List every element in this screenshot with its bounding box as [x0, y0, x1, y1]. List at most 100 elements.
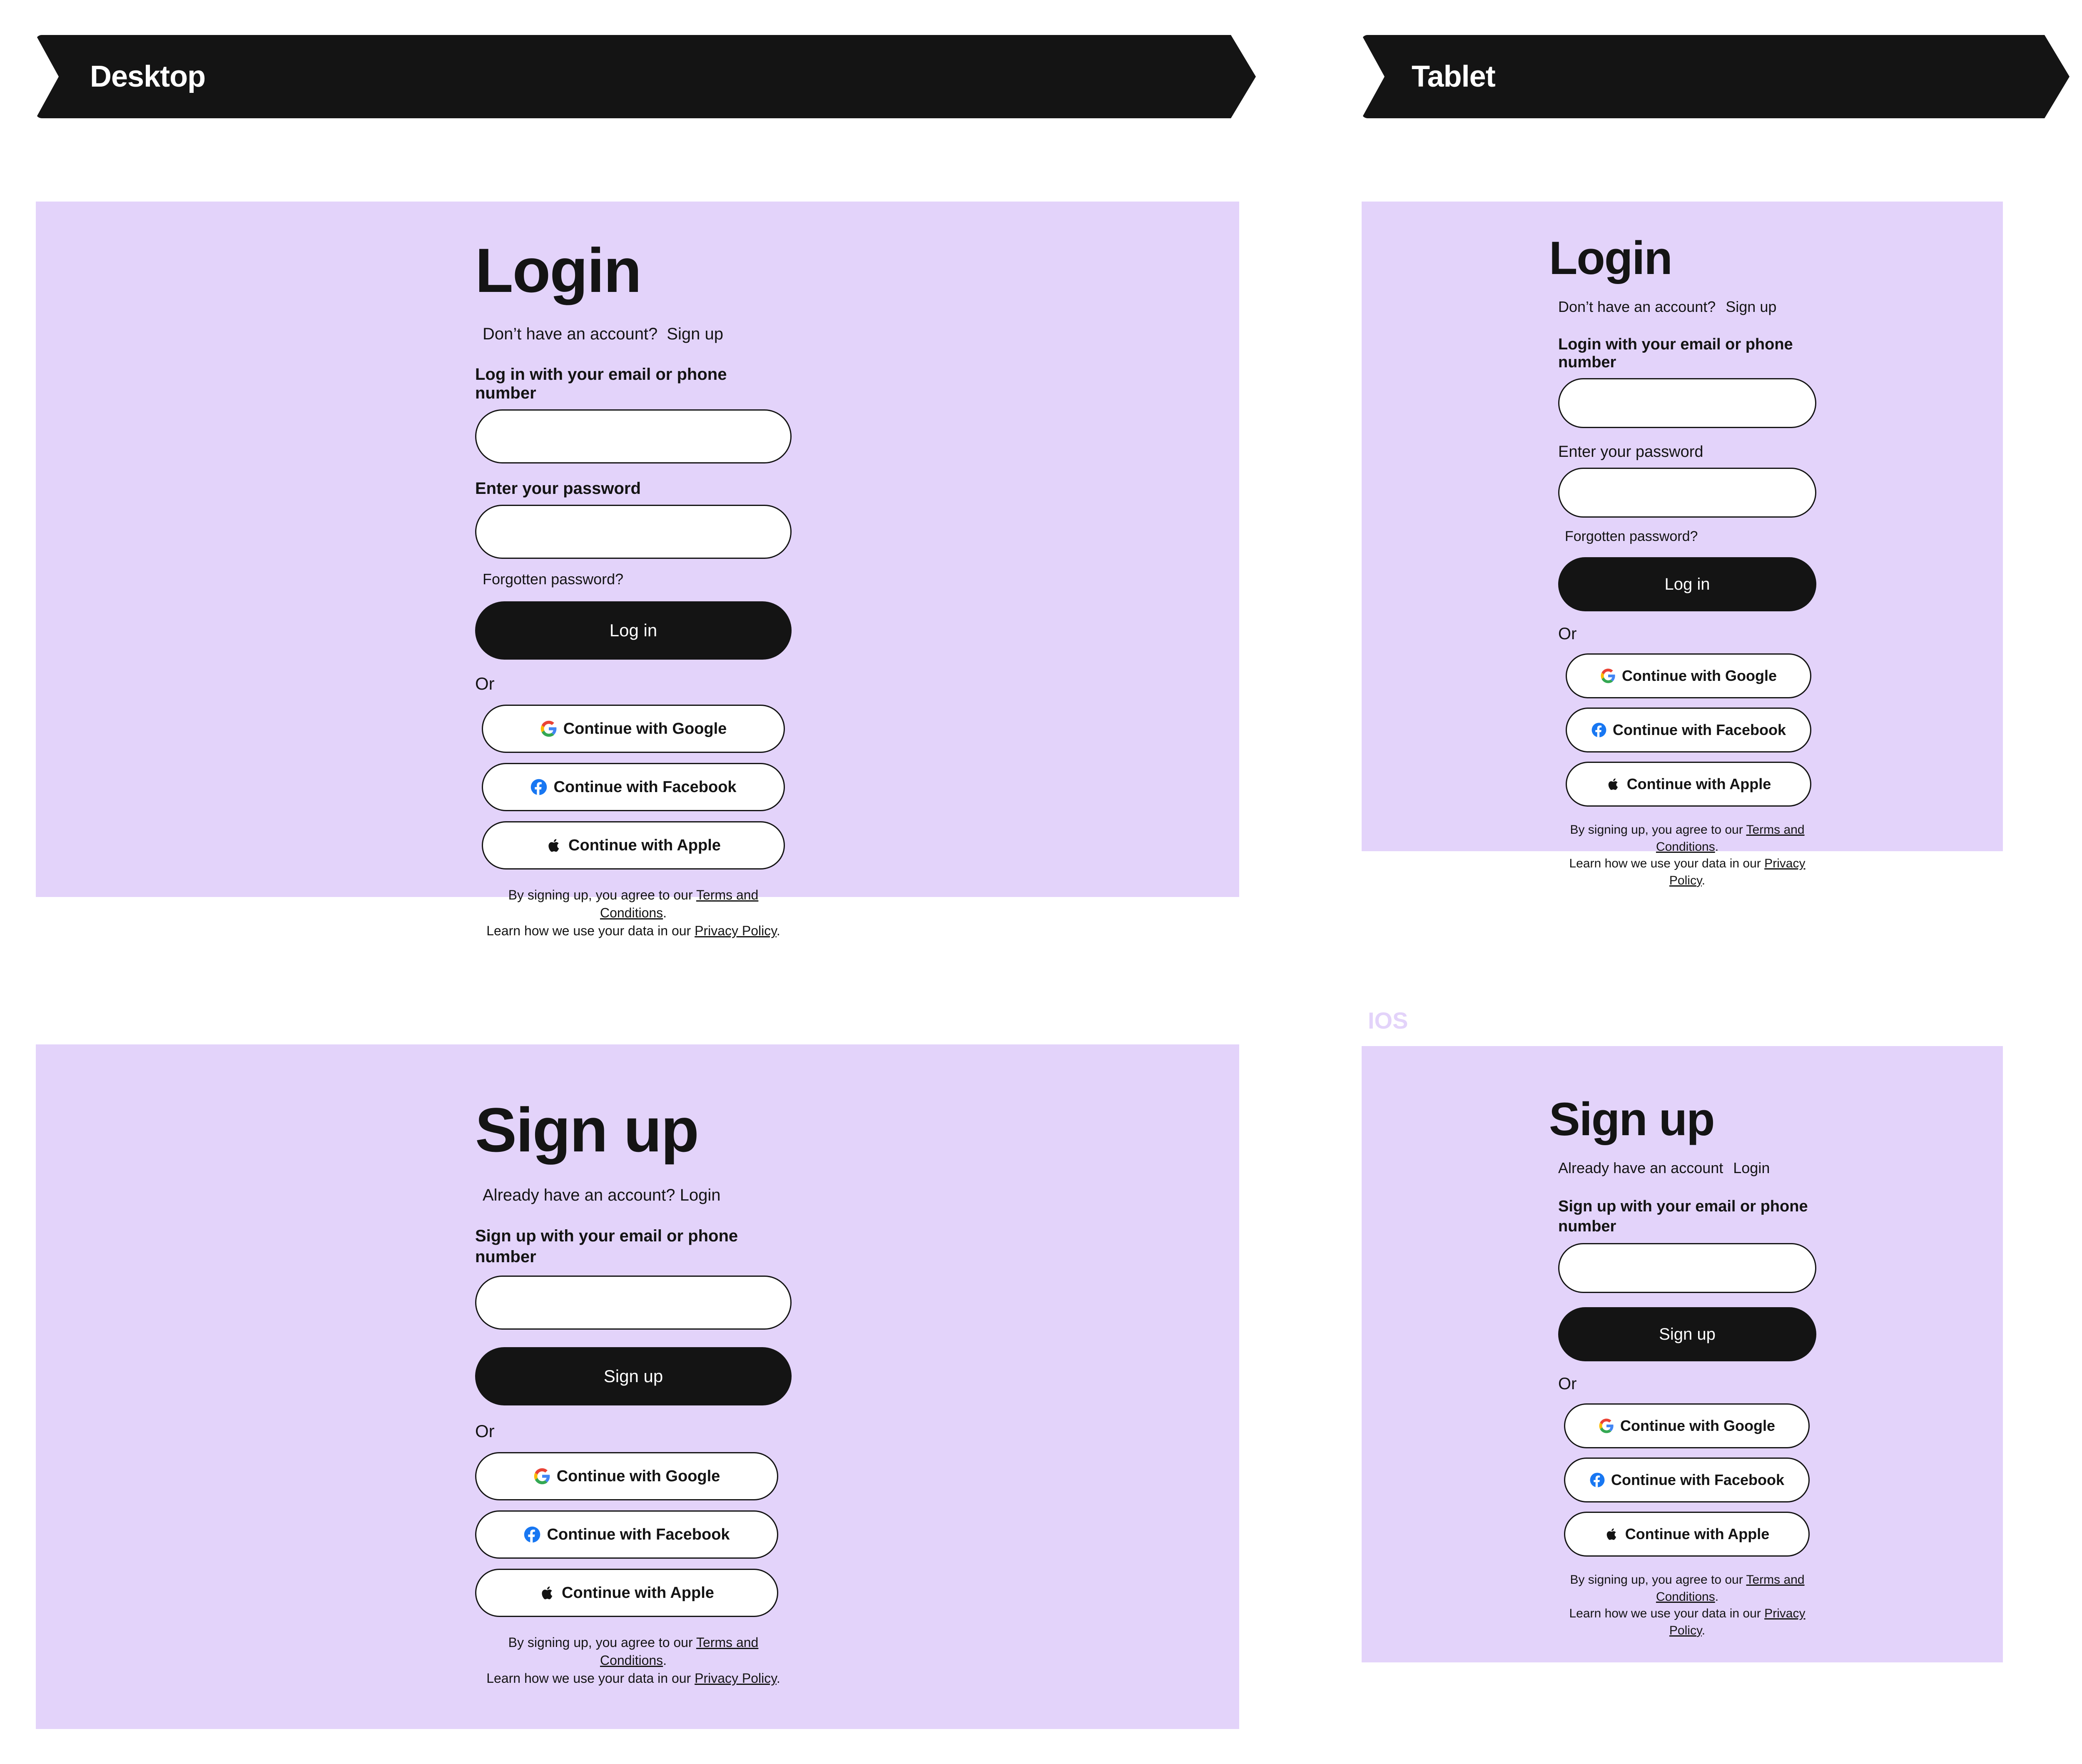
- desktop-login-email-label: Log in with your email or phone number: [475, 365, 727, 402]
- google-icon: [1599, 1418, 1614, 1434]
- legal-line2-pre: Learn how we use your data in our: [486, 923, 695, 939]
- panel-tablet-signup: Sign up Already have an account Login Si…: [1362, 1046, 2003, 1662]
- desktop-login-social-list: Continue with Google Continue with Faceb…: [475, 705, 792, 870]
- panel-desktop-login: Login Don’t have an account? Sign up Log…: [36, 202, 1239, 938]
- apple-icon: [546, 837, 563, 854]
- terms-link[interactable]: Terms and Conditions: [600, 1635, 759, 1668]
- desktop-login-password-input[interactable]: [475, 505, 792, 559]
- social-button-label: Continue with Google: [1620, 1417, 1775, 1434]
- desktop-signup-prompt[interactable]: Already have an account? Login: [483, 1186, 721, 1204]
- legal-line1-pre: By signing up, you agree to our: [508, 1635, 696, 1650]
- social-button-label: Continue with Apple: [568, 836, 721, 854]
- desktop-login-prompt-row: Don’t have an account? Sign up: [483, 325, 792, 344]
- desktop-signup-legal: By signing up, you agree to our Terms an…: [475, 1634, 792, 1688]
- social-button-apple[interactable]: Continue with Apple: [482, 821, 785, 870]
- terms-link[interactable]: Terms and Conditions: [1656, 823, 1805, 854]
- tablet-login-password-label: Enter your password: [1558, 443, 1703, 461]
- tablet-login-title: Login: [1549, 232, 1673, 284]
- tablet-signup-social-list: Continue with Google Continue with Faceb…: [1564, 1403, 1810, 1557]
- desktop-signup-title: Sign up: [475, 1095, 699, 1165]
- terms-link[interactable]: Terms and Conditions: [1656, 1573, 1805, 1604]
- social-button-facebook[interactable]: Continue with Facebook: [482, 763, 785, 811]
- tablet-login-password-input[interactable]: [1558, 468, 1816, 518]
- tablet-signup-legal: By signing up, you agree to our Terms an…: [1558, 1572, 1816, 1639]
- legal-line1-pre: By signing up, you agree to our: [1570, 823, 1746, 837]
- legal-line2-pre: Learn how we use your data in our: [486, 1671, 695, 1686]
- tablet-login-forgot-link[interactable]: Forgotten password?: [1565, 528, 1698, 544]
- apple-icon: [539, 1585, 556, 1601]
- legal-line2-post: .: [1701, 873, 1706, 887]
- tablet-login-prompt: Don’t have an account?: [1558, 298, 1716, 315]
- social-button-facebook[interactable]: Continue with Facebook: [475, 1510, 778, 1559]
- legal-line1-post: .: [1715, 840, 1719, 854]
- header-ribbon-tablet: Tablet: [1362, 35, 2070, 118]
- social-button-label: Continue with Facebook: [1611, 1471, 1784, 1488]
- watermark-ios-label: IOS: [1368, 1007, 1408, 1034]
- social-button-label: Continue with Facebook: [553, 778, 737, 796]
- tablet-login-submit-button[interactable]: Log in: [1558, 557, 1816, 611]
- social-button-google[interactable]: Continue with Google: [475, 1452, 778, 1500]
- desktop-login-form: Login Don’t have an account? Sign up Log…: [475, 239, 792, 940]
- tablet-login-legal: By signing up, you agree to our Terms an…: [1558, 822, 1816, 889]
- tablet-signup-submit-button[interactable]: Sign up: [1558, 1307, 1816, 1361]
- social-button-facebook[interactable]: Continue with Facebook: [1564, 1458, 1810, 1502]
- tablet-login-email-input[interactable]: [1558, 378, 1816, 428]
- legal-line1-pre: By signing up, you agree to our: [508, 887, 696, 902]
- desktop-signup-email-input[interactable]: [475, 1276, 792, 1330]
- social-button-apple[interactable]: Continue with Apple: [1564, 1512, 1810, 1557]
- panel-desktop-signup: Sign up Already have an account? Login S…: [36, 1044, 1239, 1729]
- desktop-login-submit-button[interactable]: Log in: [475, 601, 792, 660]
- privacy-link[interactable]: Privacy Policy: [1669, 857, 1806, 887]
- social-button-google[interactable]: Continue with Google: [1566, 653, 1811, 698]
- tablet-signup-title: Sign up: [1549, 1093, 1715, 1145]
- tablet-signup-prompt: Already have an account: [1558, 1159, 1723, 1176]
- tablet-signup-prompt-row: Already have an account Login: [1558, 1159, 1820, 1177]
- legal-line2-pre: Learn how we use your data in our: [1569, 857, 1765, 870]
- privacy-link[interactable]: Privacy Policy: [695, 923, 777, 939]
- legal-line2-post: .: [1701, 1623, 1706, 1637]
- legal-line2-pre: Learn how we use your data in our: [1569, 1607, 1765, 1620]
- desktop-signup-social-list: Continue with Google Continue with Faceb…: [475, 1452, 792, 1617]
- desktop-login-forgot-link[interactable]: Forgotten password?: [483, 571, 624, 588]
- header-ribbon-desktop: Desktop: [36, 35, 1256, 118]
- desktop-login-legal: By signing up, you agree to our Terms an…: [475, 886, 792, 940]
- terms-link[interactable]: Terms and Conditions: [600, 887, 759, 921]
- tablet-signup-form: Sign up Already have an account Login Si…: [1549, 1096, 1820, 1639]
- social-button-google[interactable]: Continue with Google: [1564, 1403, 1810, 1448]
- desktop-login-email-input[interactable]: [475, 409, 792, 463]
- privacy-link[interactable]: Privacy Policy: [695, 1671, 777, 1686]
- tablet-signup-email-label: Sign up with your email or phone number: [1558, 1198, 1808, 1235]
- social-button-label: Continue with Facebook: [547, 1525, 730, 1543]
- google-icon: [1600, 668, 1616, 684]
- tablet-signup-or-label: Or: [1558, 1375, 1577, 1393]
- legal-line2-post: .: [776, 1671, 780, 1686]
- tablet-login-or-label: Or: [1558, 625, 1577, 643]
- tablet-login-signup-link[interactable]: Sign up: [1726, 298, 1777, 315]
- tablet-login-social-list: Continue with Google Continue with Faceb…: [1566, 653, 1811, 807]
- legal-line1-post: .: [663, 1653, 667, 1668]
- desktop-signup-or-label: Or: [475, 1421, 495, 1441]
- desktop-login-title: Login: [475, 235, 642, 305]
- tablet-signup-login-link[interactable]: Login: [1733, 1159, 1770, 1176]
- social-button-apple[interactable]: Continue with Apple: [475, 1569, 778, 1617]
- desktop-login-signup-link[interactable]: Sign up: [667, 325, 723, 343]
- tablet-signup-email-input[interactable]: [1558, 1243, 1816, 1293]
- google-icon: [540, 720, 558, 737]
- social-button-label: Continue with Apple: [1625, 1525, 1770, 1542]
- social-button-label: Continue with Google: [563, 720, 727, 737]
- google-icon: [533, 1468, 551, 1485]
- desktop-login-prompt: Don’t have an account?: [483, 325, 658, 343]
- tablet-login-email-label: Login with your email or phone number: [1558, 336, 1793, 371]
- social-button-label: Continue with Google: [1622, 667, 1777, 684]
- tablet-login-form: Login Don’t have an account? Sign up Log…: [1549, 235, 1820, 889]
- legal-line2-post: .: [776, 923, 780, 939]
- social-button-google[interactable]: Continue with Google: [482, 705, 785, 753]
- social-button-label: Continue with Apple: [1626, 775, 1771, 792]
- privacy-link[interactable]: Privacy Policy: [1669, 1607, 1806, 1637]
- social-button-apple[interactable]: Continue with Apple: [1566, 762, 1811, 807]
- social-button-label: Continue with Google: [556, 1467, 720, 1485]
- social-button-facebook[interactable]: Continue with Facebook: [1566, 708, 1811, 752]
- desktop-signup-submit-button[interactable]: Sign up: [475, 1347, 792, 1405]
- panel-tablet-login: Login Don’t have an account? Sign up Log…: [1362, 202, 2003, 887]
- legal-line1-post: .: [1715, 1590, 1719, 1604]
